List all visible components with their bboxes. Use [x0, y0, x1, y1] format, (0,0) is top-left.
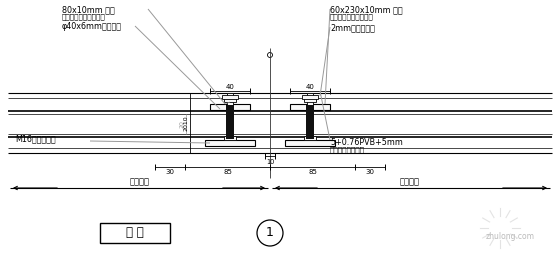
Text: 40: 40 [226, 84, 235, 90]
Text: zhulong.com: zhulong.com [486, 232, 534, 241]
Text: φ40x6mm不锈钓管: φ40x6mm不锈钓管 [62, 22, 122, 31]
Bar [304, 136, 316, 140]
Text: 30: 30 [166, 169, 175, 175]
Bar [306, 105, 314, 139]
Text: 2mm厚尼龙胶垄: 2mm厚尼龙胶垄 [330, 23, 375, 32]
Bar [210, 104, 250, 110]
Text: 室 外: 室 外 [126, 226, 144, 240]
Text: 40: 40 [306, 84, 314, 90]
Text: （表面氟碳噴涂处理）: （表面氟碳噴涂处理） [62, 13, 106, 20]
Text: 20: 20 [179, 120, 184, 128]
Bar [100, 223, 170, 243]
Bar [224, 98, 236, 102]
Text: 30: 30 [366, 169, 375, 175]
Bar [226, 105, 234, 139]
Bar [290, 104, 330, 110]
Text: 2010: 2010 [183, 115, 188, 131]
Text: 60x230x10mm 钓板: 60x230x10mm 钓板 [330, 5, 403, 14]
Text: 标准尺寸: 标准尺寸 [130, 177, 150, 186]
Text: 清色钓化夹胶玻璃: 清色钓化夹胶玻璃 [330, 146, 365, 153]
Text: 标准尺寸: 标准尺寸 [400, 177, 420, 186]
Text: 5+0.76PVB+5mm: 5+0.76PVB+5mm [330, 138, 403, 147]
Bar [302, 95, 318, 99]
Text: 10: 10 [266, 159, 274, 165]
Bar [224, 136, 236, 140]
Bar [205, 140, 255, 146]
Text: 85: 85 [223, 169, 232, 175]
Text: （表面氟碳噴涂处理）: （表面氟碳噴涂处理） [330, 13, 374, 20]
Bar [285, 140, 335, 146]
Bar [227, 93, 233, 105]
Text: 80x10mm 扁钓: 80x10mm 扁钓 [62, 5, 115, 14]
Bar [304, 98, 316, 102]
Text: M16不锈钓紧件: M16不锈钓紧件 [15, 134, 55, 144]
Text: 1: 1 [266, 226, 274, 240]
Bar [307, 93, 313, 105]
Text: 85: 85 [308, 169, 317, 175]
Bar [222, 95, 238, 99]
